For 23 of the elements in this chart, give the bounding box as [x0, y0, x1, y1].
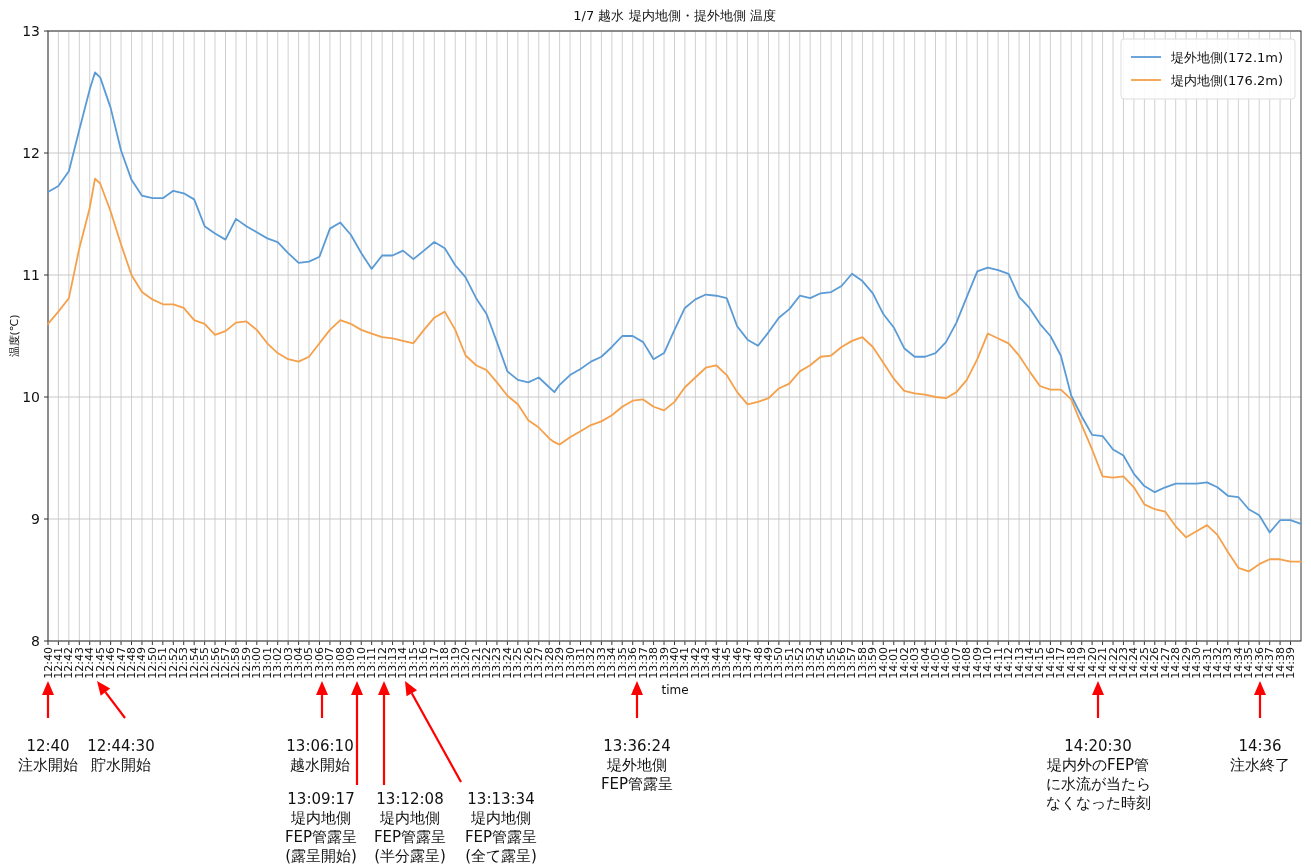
text: 12:44:30 貯水開始	[87, 737, 155, 774]
text: 12:40 注水開始	[18, 737, 78, 774]
y-tick-label: 10	[22, 389, 40, 405]
legend-label: 堤外地側(172.1m)	[1170, 49, 1284, 65]
text: 13:12:08 堤内地側 FEP管露呈 (半分露呈)	[373, 790, 447, 865]
y-tick-label: 9	[31, 511, 40, 527]
legend-label: 堤内地側(176.2m)	[1170, 72, 1284, 88]
text: 13:09:17 堤内地側 FEP管露呈 (露呈開始)	[284, 790, 358, 865]
x-tick-label: 14:05	[929, 647, 942, 679]
text: 14:20:30 堤内外のFEP管に水流が当たらなくなった時刻	[1045, 737, 1151, 812]
text: 13:06:10 越水開始	[286, 737, 354, 774]
text: 13:13:34 堤内地側 FEP管露呈 (全て露呈)	[464, 790, 538, 865]
x-tick-label: 13:40	[668, 647, 681, 679]
x-tick-label: 14:39	[1284, 647, 1298, 679]
y-tick-label: 12	[22, 145, 40, 161]
x-axis-title: time	[661, 683, 689, 697]
chart-title: 1/7 越水 堤内地側・提外地側 温度	[573, 8, 776, 23]
y-tick-label: 8	[31, 633, 40, 649]
y-tick-label: 11	[22, 267, 40, 283]
text: 14:36 注水終了	[1230, 737, 1290, 774]
y-tick-label: 13	[22, 23, 40, 39]
text: 13:36:24 堤外地側 FEP管露呈	[600, 737, 674, 793]
y-axis-title: 温度(℃)	[8, 314, 21, 358]
